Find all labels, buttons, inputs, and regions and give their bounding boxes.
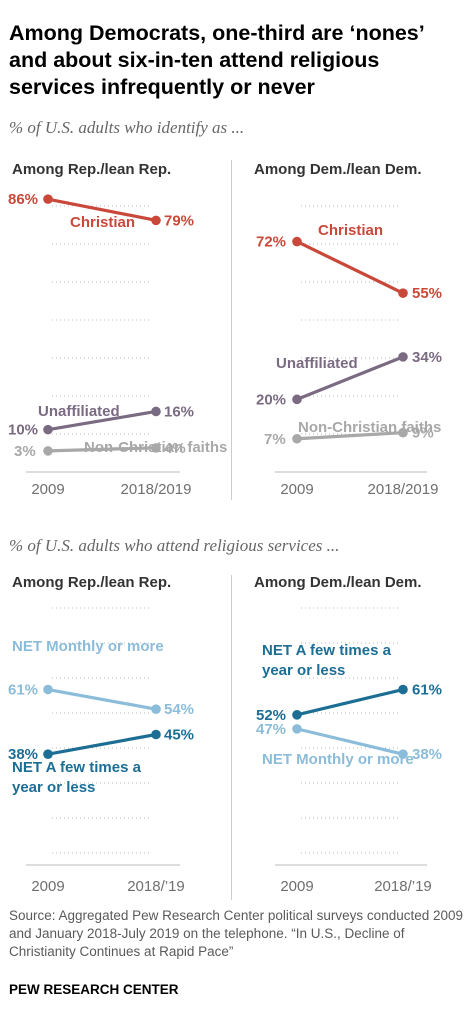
value-label: 7% (264, 431, 286, 448)
series-line (47, 197, 157, 222)
series-line (296, 431, 404, 441)
x-tick-label: 2018/’19 (127, 878, 185, 895)
subtitle-identify: % of U.S. adults who identify as ... (9, 118, 245, 137)
value-label: 10% (8, 422, 38, 439)
value-label: 61% (412, 682, 442, 699)
series-label: NET Monthly or more (262, 751, 414, 768)
value-label: 54% (164, 701, 194, 718)
data-point (398, 684, 408, 695)
value-label: 52% (256, 707, 286, 724)
data-point (43, 194, 53, 204)
data-point (43, 749, 53, 759)
data-point (398, 288, 408, 298)
data-point (292, 433, 302, 444)
data-point (398, 352, 408, 362)
value-label: 4% (164, 440, 186, 457)
value-label: 47% (256, 721, 286, 738)
data-point (151, 406, 161, 417)
data-point (43, 684, 53, 695)
x-tick-label: 2009 (280, 878, 313, 895)
data-point (43, 424, 53, 435)
panel-title: Among Dem./lean Dem. (254, 574, 422, 591)
x-tick-label: 2018/2019 (368, 481, 439, 498)
series-label: Unaffiliated (38, 403, 120, 420)
series-label: Christian (70, 214, 135, 231)
data-point (292, 724, 302, 734)
value-label: 38% (412, 746, 442, 763)
data-point (151, 215, 161, 226)
value-label: 86% (8, 191, 38, 208)
data-point (151, 443, 161, 453)
chart-title: Among Democrats, one-third are ‘nones’ a… (9, 21, 424, 99)
series-line (296, 727, 404, 756)
x-tick-label: 2009 (31, 878, 64, 895)
data-point (43, 446, 53, 456)
panel-title: Among Rep./lean Rep. (12, 574, 171, 591)
series-label: NET A few times a year or less (262, 642, 392, 679)
series-line (47, 446, 157, 453)
series-line (47, 409, 157, 432)
data-point (151, 729, 161, 740)
panel-title: Among Rep./lean Rep. (12, 161, 171, 178)
value-label: 34% (412, 349, 442, 366)
x-tick-label: 2018/’19 (374, 878, 432, 895)
data-point (151, 704, 161, 714)
value-label: 3% (14, 443, 36, 460)
value-label: 20% (256, 391, 286, 408)
series-label: Non-Christian faiths (298, 419, 441, 436)
series-label: NET Monthly or more (12, 638, 164, 655)
series-label: Unaffiliated (276, 355, 358, 372)
x-tick-label: 2018/2019 (121, 481, 192, 498)
panel-divider-top (231, 160, 232, 500)
value-label: 72% (256, 234, 286, 251)
x-tick-label: 2009 (31, 481, 64, 498)
value-label: 16% (164, 403, 194, 420)
series-line (296, 355, 404, 401)
subtitle-attend: % of U.S. adults who attend religious se… (9, 536, 340, 555)
data-point (292, 710, 302, 720)
data-point (398, 427, 408, 438)
panel-divider-bottom (231, 575, 232, 900)
value-label: 38% (8, 746, 38, 763)
value-label: 79% (164, 212, 194, 229)
value-label: 55% (412, 285, 442, 302)
value-label: 9% (412, 425, 434, 442)
data-point (292, 236, 302, 247)
series-line (296, 240, 404, 295)
series-label: Christian (318, 222, 383, 239)
panel-title: Among Dem./lean Dem. (254, 161, 422, 178)
series-line (296, 687, 404, 717)
data-point (398, 749, 408, 759)
data-point (292, 394, 302, 405)
value-label: 45% (164, 727, 194, 744)
series-label: Non-Christian faiths (84, 439, 227, 456)
series-line (47, 687, 157, 711)
series-label: NET A few times a year or less (12, 759, 142, 796)
series-line (47, 732, 157, 756)
x-tick-label: 2009 (280, 481, 313, 498)
source-note: Source: Aggregated Pew Research Center p… (9, 908, 464, 959)
value-label: 61% (8, 682, 38, 699)
credit-line: PEW RESEARCH CENTER (9, 982, 179, 997)
